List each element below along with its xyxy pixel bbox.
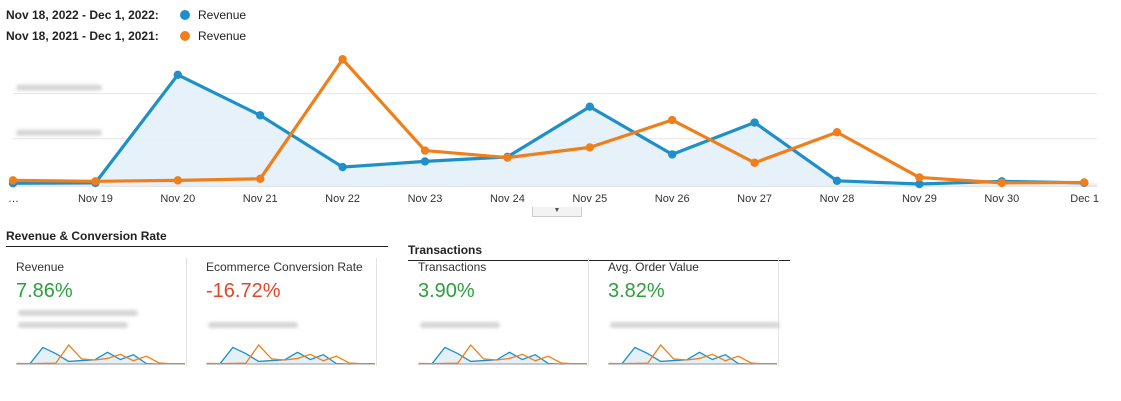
spark-area [419, 347, 587, 364]
legend-row-previous: Nov 18, 2021 - Dec 1, 2021: Revenue [6, 28, 246, 44]
blurred-value [18, 322, 128, 328]
section-title-transactions: Transactions [408, 242, 790, 261]
x-tick-label: … [8, 193, 19, 205]
y-tick-label-redacted [16, 129, 102, 136]
spark-line-1 [16, 344, 186, 365]
data-point-1-6[interactable] [503, 153, 512, 162]
metric-card-conversion-rate[interactable]: Ecommerce Conversion Rate -16.72% [196, 258, 377, 366]
series-line-1 [12, 57, 1085, 185]
x-tick-label: Nov 20 [160, 193, 195, 205]
y-tick-label-redacted [16, 84, 102, 91]
series-area-0 [13, 74, 1085, 186]
data-point-0-8[interactable] [668, 150, 677, 159]
metric-change: 3.82% [608, 280, 665, 302]
metric-card-transactions[interactable]: Transactions 3.90% [408, 258, 589, 366]
data-point-1-7[interactable] [585, 143, 594, 152]
metric-label: Transactions [418, 260, 487, 274]
data-point-1-9[interactable] [750, 158, 759, 167]
data-point-1-10[interactable] [832, 128, 842, 137]
x-tick-label: Nov 24 [490, 193, 525, 205]
x-tick-label: Dec 1 [1070, 193, 1099, 205]
data-point-0-10[interactable] [832, 176, 842, 186]
x-tick-label: Nov 27 [737, 193, 772, 205]
data-point-0-3[interactable] [256, 111, 265, 120]
blurred-value [420, 322, 500, 328]
data-point-0-4[interactable] [338, 162, 347, 172]
legend-label-previous: Revenue [198, 29, 247, 43]
metric-change: 7.86% [16, 280, 73, 302]
spark-area [207, 347, 375, 364]
x-tick-label: Nov 29 [902, 193, 937, 205]
blurred-value [610, 322, 780, 328]
x-tick-label: Nov 19 [78, 193, 113, 205]
legend-label-current: Revenue [198, 8, 247, 22]
sparkline [206, 344, 376, 365]
data-point-1-1[interactable] [91, 177, 100, 186]
data-point-1-11[interactable] [915, 173, 924, 182]
blurred-value [208, 322, 298, 328]
x-tick-label: Nov 30 [984, 193, 1019, 205]
x-tick-label: Nov 21 [243, 193, 278, 205]
data-point-0-5[interactable] [420, 157, 430, 166]
revenue-line-chart: … Nov 19 Nov 20 Nov 21 Nov 22 Nov 23 Nov 24 Nov… [8, 55, 1099, 205]
data-point-1-4[interactable] [338, 55, 347, 64]
spark-line-1 [608, 344, 778, 365]
sparkline [608, 344, 778, 365]
data-point-0-7[interactable] [585, 102, 594, 111]
metric-change: 3.90% [418, 280, 475, 302]
legend-dot-previous [180, 31, 190, 41]
data-point-1-5[interactable] [420, 146, 430, 155]
legend-range-current: Nov 18, 2022 - Dec 1, 2022: [6, 8, 159, 22]
metric-card-avg-order-value[interactable]: Avg. Order Value 3.82% [598, 258, 780, 366]
section-title-revenue-conversion: Revenue & Conversion Rate [6, 228, 388, 247]
legend-range-previous: Nov 18, 2021 - Dec 1, 2021: [6, 29, 159, 43]
x-tick-label: Nov 23 [408, 193, 443, 205]
blurred-value [18, 310, 138, 316]
metric-change: -16.72% [206, 280, 281, 302]
data-point-0-9[interactable] [750, 118, 759, 127]
x-tick-label: Nov 25 [572, 193, 607, 205]
x-tick-label: Nov 28 [820, 193, 855, 205]
spark-line-1 [418, 344, 588, 365]
metric-label: Avg. Order Value [608, 260, 699, 274]
data-point-1-12[interactable] [997, 178, 1006, 188]
data-point-0-2[interactable] [173, 70, 182, 80]
chart-expand-toggle[interactable]: ▼ [532, 207, 582, 217]
legend-dot-current [180, 10, 190, 20]
data-point-1-8[interactable] [668, 115, 677, 125]
metric-card-revenue[interactable]: Revenue 7.86% [6, 258, 187, 366]
sparkline [16, 344, 186, 365]
data-point-0-11[interactable] [915, 179, 924, 189]
legend-row-current: Nov 18, 2022 - Dec 1, 2022: Revenue [6, 7, 246, 23]
data-point-1-2[interactable] [173, 176, 182, 185]
series-line-0 [12, 73, 1085, 186]
sparkline [418, 344, 588, 365]
metric-label: Ecommerce Conversion Rate [206, 260, 363, 274]
data-point-1-13[interactable] [1080, 178, 1089, 187]
data-point-1-3[interactable] [256, 174, 265, 184]
spark-area [609, 347, 777, 364]
data-point-1-0[interactable] [8, 176, 18, 185]
x-tick-label: Nov 22 [325, 193, 360, 205]
metric-label: Revenue [16, 260, 65, 274]
x-tick-label: Nov 26 [655, 193, 690, 205]
spark-line-1 [206, 344, 376, 365]
spark-area [17, 347, 185, 364]
